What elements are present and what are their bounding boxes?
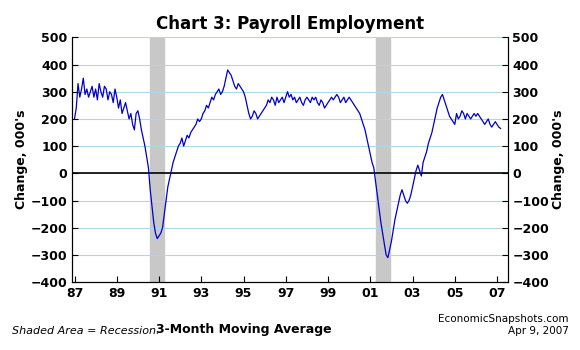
Title: Chart 3: Payroll Employment: Chart 3: Payroll Employment — [156, 15, 424, 33]
Bar — [376, 37, 390, 282]
Text: 3-Month Moving Average: 3-Month Moving Average — [156, 323, 331, 336]
Bar — [150, 37, 164, 282]
Y-axis label: Change, 000's: Change, 000's — [15, 110, 28, 210]
Text: Shaded Area = Recession.: Shaded Area = Recession. — [12, 326, 159, 336]
Text: EconomicSnapshots.com
Apr 9, 2007: EconomicSnapshots.com Apr 9, 2007 — [438, 314, 568, 336]
Y-axis label: Change, 000's: Change, 000's — [552, 110, 565, 210]
